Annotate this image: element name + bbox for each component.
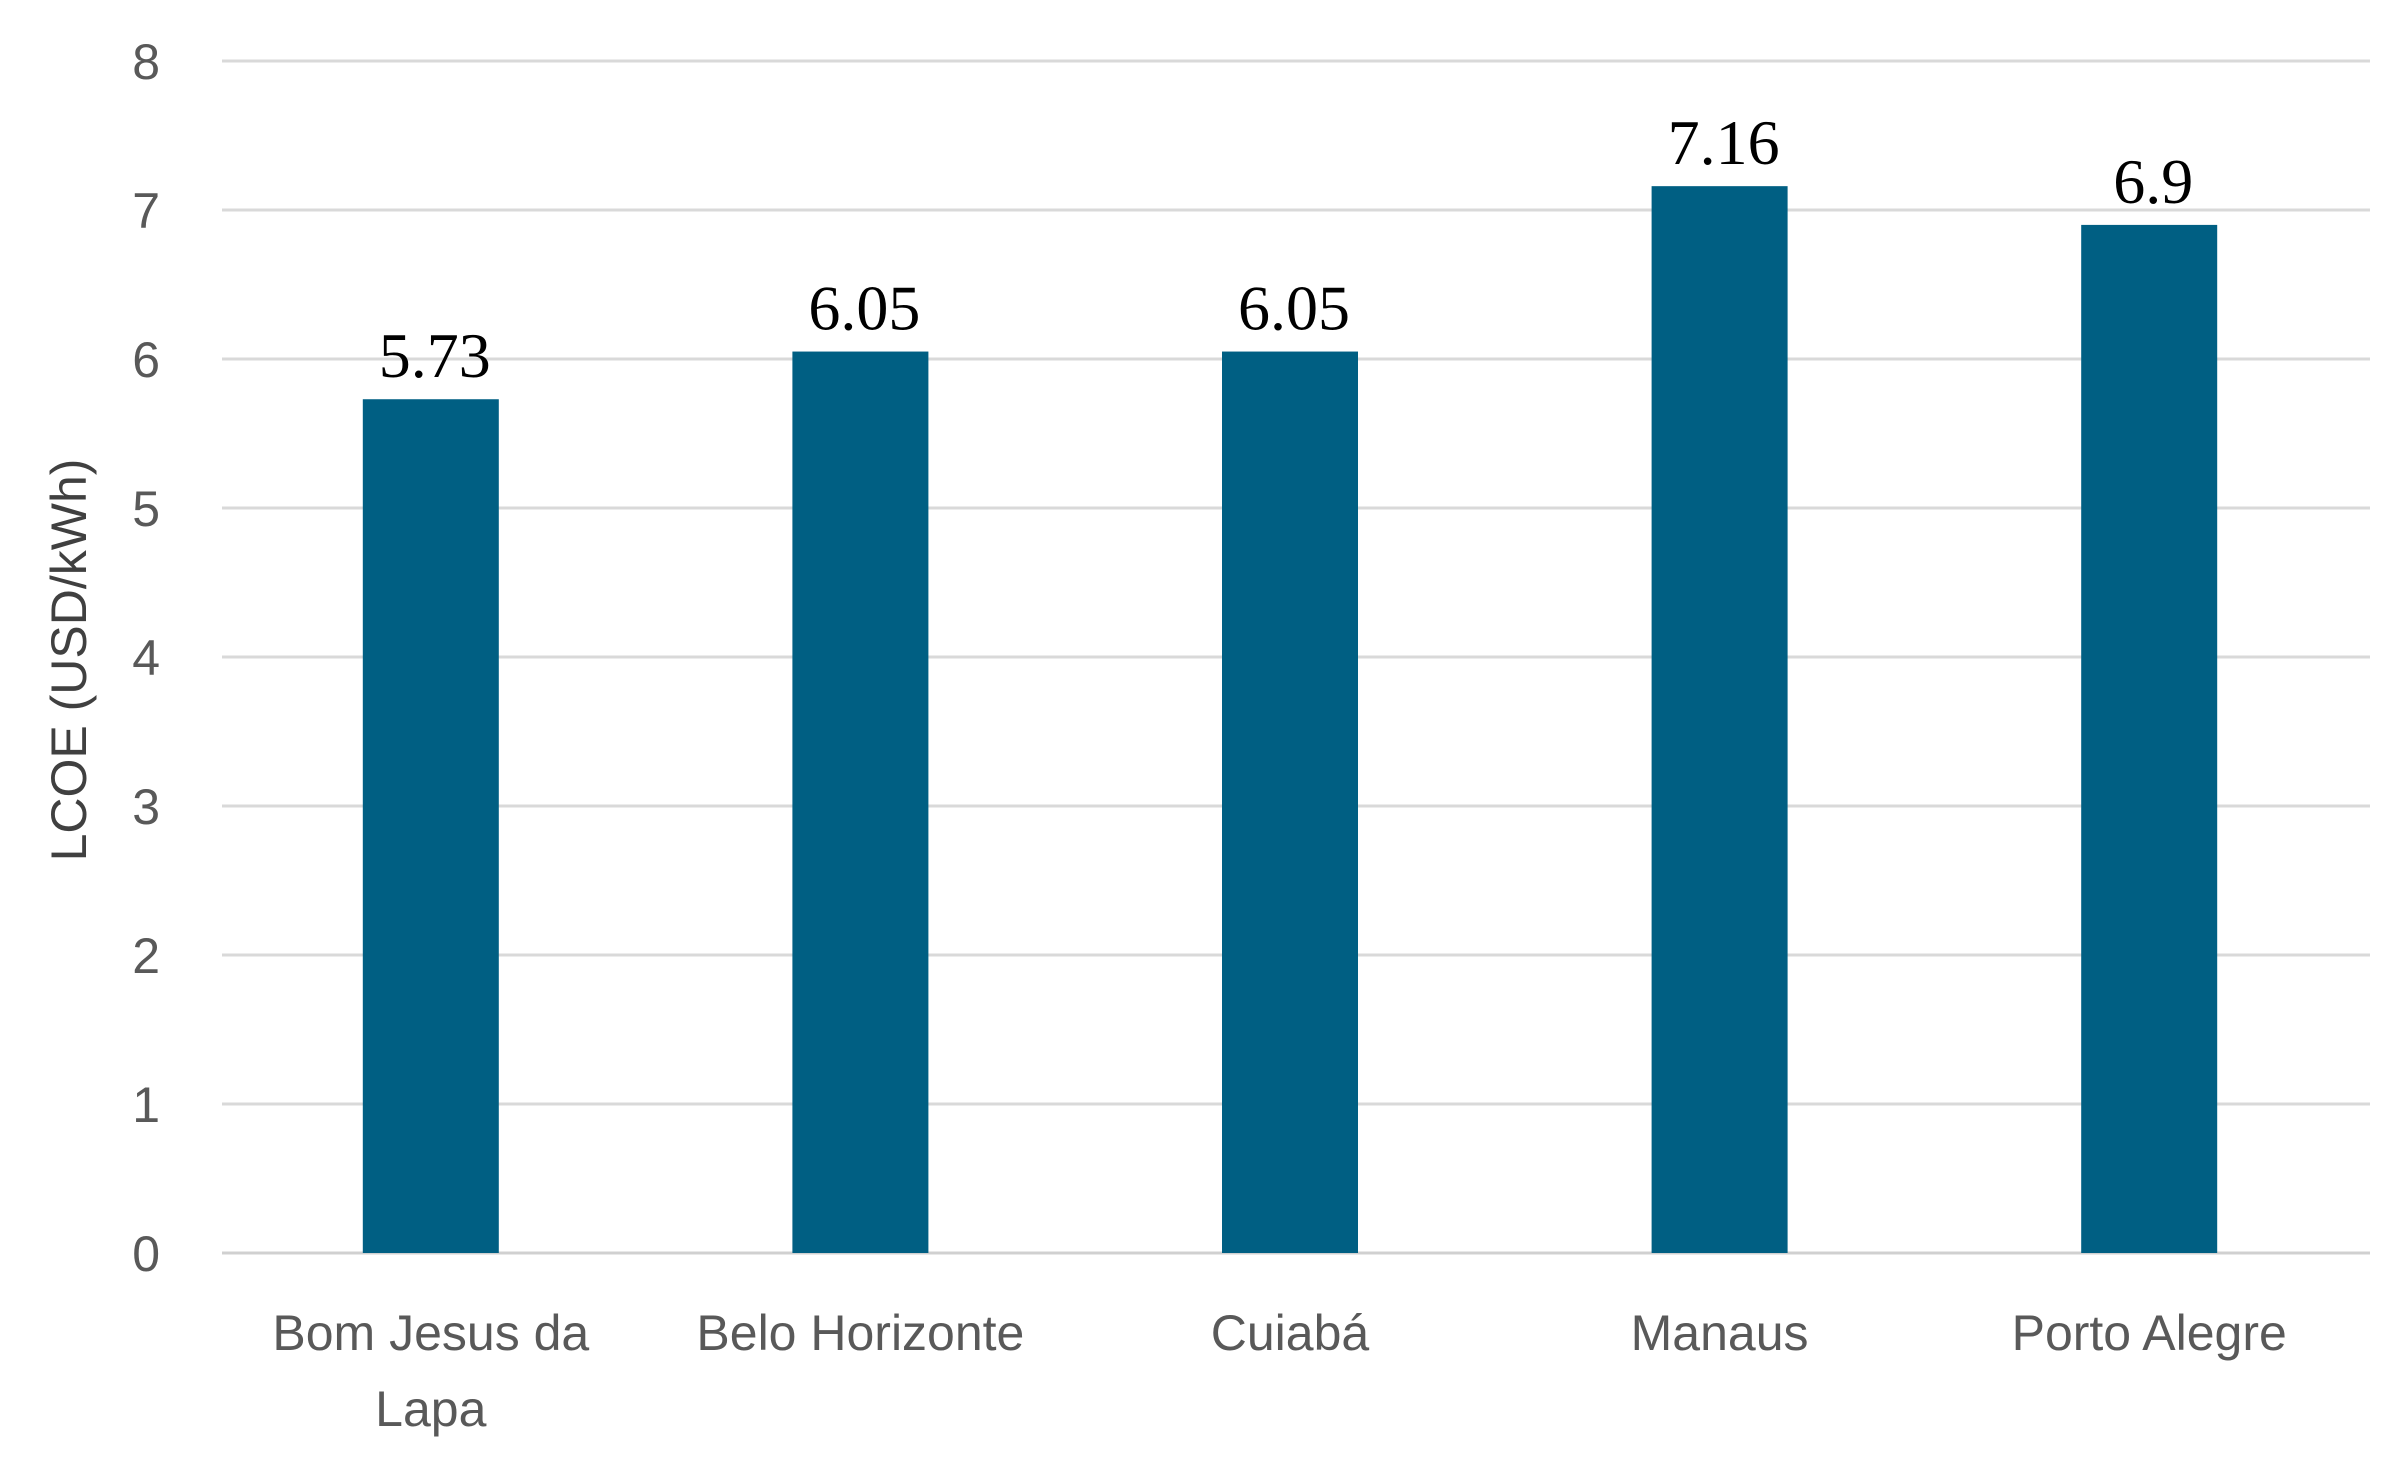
x-category-label: Cuiabá — [1211, 1305, 1370, 1361]
y-tick-label: 7 — [132, 183, 160, 239]
bar — [792, 351, 929, 1253]
data-label: 7.16 — [1668, 107, 1780, 178]
x-category-label: Belo Horizonte — [696, 1305, 1024, 1361]
y-tick-label: 5 — [132, 481, 160, 537]
x-category-label: Manaus — [1631, 1305, 1809, 1361]
x-category-label: Porto Alegre — [2012, 1305, 2287, 1361]
data-label: 6.05 — [808, 273, 920, 344]
bars — [362, 186, 2218, 1254]
y-axis-title: LCOE (USD/kWh) — [41, 459, 97, 862]
y-tick-label: 8 — [132, 34, 160, 90]
y-axis-tick-labels: 0 1 2 3 4 5 6 7 8 — [132, 34, 160, 1282]
y-tick-label: 1 — [132, 1077, 160, 1133]
x-category-label: Bom Jesus da Lapa — [272, 1305, 589, 1437]
y-tick-label: 6 — [132, 332, 160, 388]
data-label: 5.73 — [379, 320, 491, 391]
y-tick-label: 3 — [132, 779, 160, 835]
y-tick-label: 2 — [132, 928, 160, 984]
data-label: 6.9 — [2113, 146, 2193, 217]
y-tick-label: 4 — [132, 630, 160, 686]
bar — [2081, 224, 2218, 1253]
y-tick-label: 0 — [132, 1226, 160, 1282]
bar — [1651, 186, 1788, 1253]
bar — [1222, 351, 1358, 1253]
bar — [362, 399, 499, 1254]
data-labels: 5.73 6.05 6.05 7.16 6.9 — [379, 107, 2193, 391]
x-axis-category-labels: Bom Jesus da Lapa Belo Horizonte Cuiabá Mana… — [272, 1305, 2286, 1437]
data-label: 6.05 — [1238, 273, 1350, 344]
